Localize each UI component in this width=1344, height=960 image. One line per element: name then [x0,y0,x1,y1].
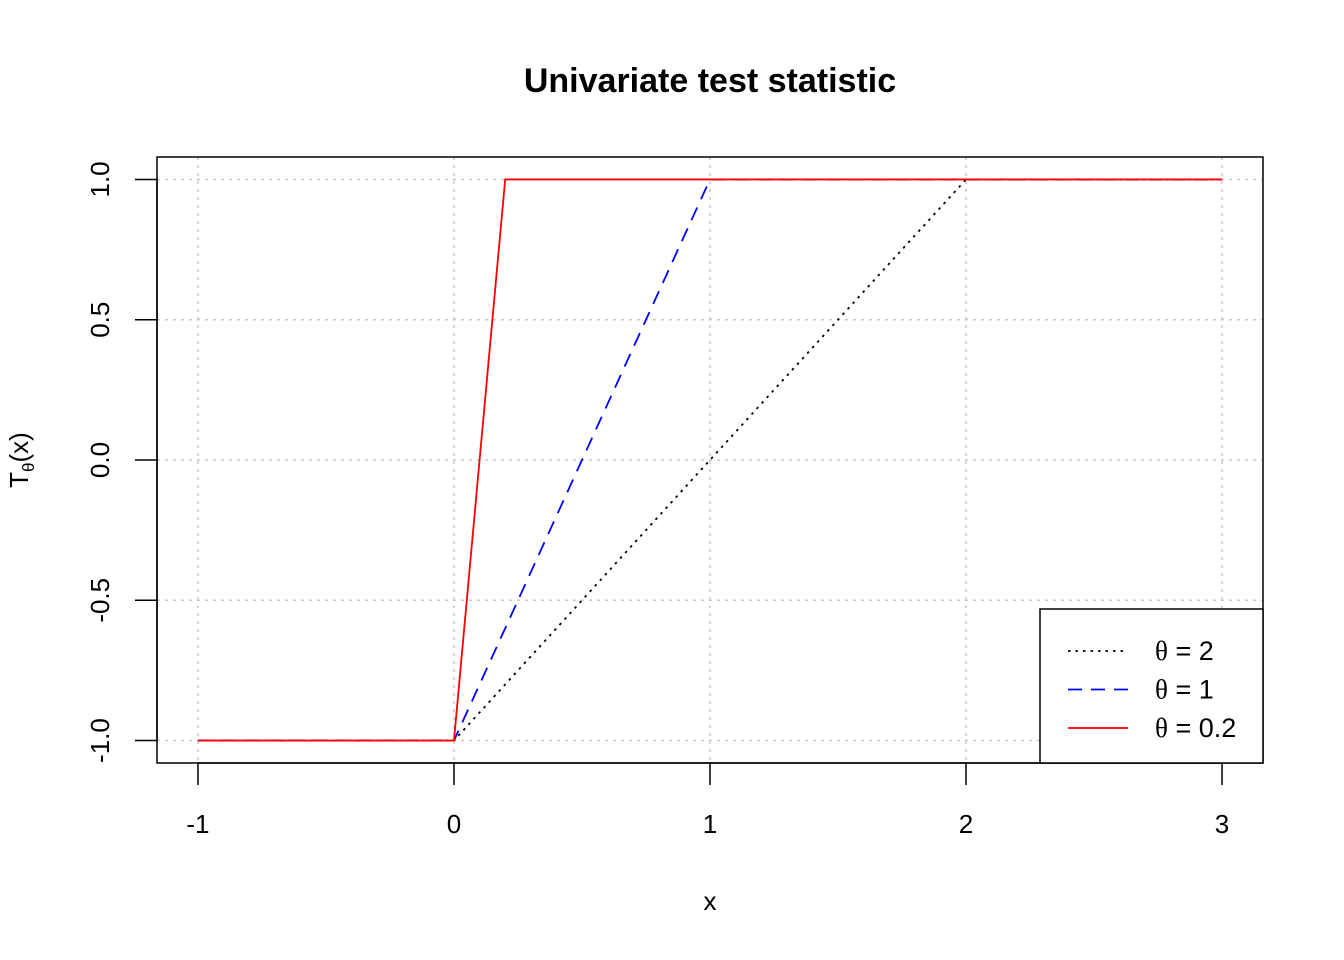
y-axis-label-sub: θ [19,462,38,471]
x-axis-label: x [704,886,717,916]
x-axis: -1 0 1 2 3 [186,762,1229,839]
y-tick-label-4: 1.0 [85,161,115,197]
x-tick-label-0: -1 [186,809,209,839]
legend-label-0: θ = 2 [1155,636,1214,666]
legend-label-1: θ = 1 [1155,675,1214,705]
x-tick-label-2: 1 [703,809,717,839]
x-tick-label-4: 3 [1215,809,1229,839]
series-line-2 [197,178,1223,742]
y-axis: -1.0 -0.5 0.0 0.5 1.0 [85,161,158,763]
series-lines [197,178,1223,742]
y-tick-label-2: 0.0 [85,442,115,478]
legend-label-2: θ = 0.2 [1155,713,1236,743]
y-tick-label-1: -0.5 [85,578,115,623]
x-tick-label-1: 0 [447,809,461,839]
y-axis-label-suffix: (x) [4,432,34,462]
y-axis-label-main: T [4,472,34,488]
legend: θ = 2 θ = 1 θ = 0.2 [1039,608,1264,764]
legend-box [1039,608,1264,764]
y-tick-label-3: 0.5 [85,302,115,338]
chart-title: Univariate test statistic [524,62,896,100]
x-tick-label-3: 2 [959,809,973,839]
y-axis-label: Tθ(x) [4,432,38,488]
y-tick-label-0: -1.0 [85,718,115,763]
